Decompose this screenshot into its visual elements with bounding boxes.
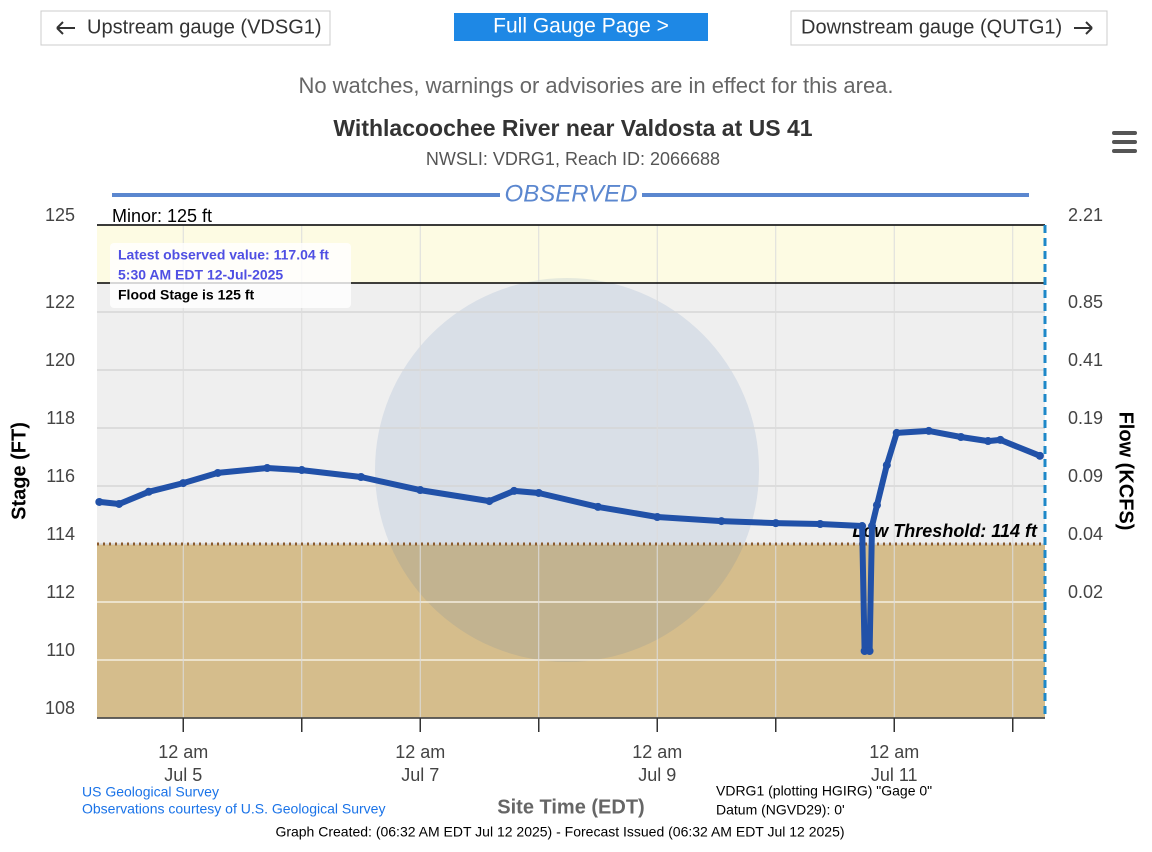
series-point bbox=[144, 487, 153, 496]
credit-link[interactable]: Observations courtesy of U.S. Geological… bbox=[82, 801, 385, 817]
y2-tick-label: 0.41 bbox=[1068, 350, 1103, 370]
series-point bbox=[984, 437, 993, 446]
y-tick-label: 125 bbox=[45, 205, 75, 225]
alert: No watches, warnings or advisories are i… bbox=[298, 73, 893, 98]
low-area bbox=[97, 544, 1045, 718]
threshold-label: Low Threshold: 114 ft bbox=[852, 521, 1038, 541]
y-axis-title: Stage (FT) bbox=[8, 422, 30, 520]
credit-link[interactable]: US Geological Survey bbox=[82, 784, 219, 800]
tooltip-line: Latest observed value: 117.04 ft bbox=[118, 247, 329, 263]
downstream-button[interactable] bbox=[790, 10, 1108, 46]
upstream-button[interactable] bbox=[40, 10, 331, 46]
series-point bbox=[485, 497, 494, 506]
datum-note: Datum (NGVD29): 0' bbox=[716, 802, 845, 818]
tooltip-line: 5:30 AM EDT 12-Jul-2025 bbox=[118, 267, 283, 283]
series-point bbox=[653, 513, 662, 522]
series-point bbox=[858, 522, 867, 531]
arrow-left bbox=[56, 21, 75, 35]
series-point bbox=[95, 497, 104, 506]
series-point bbox=[892, 428, 901, 437]
tooltip-line: Flood Stage is 125 ft bbox=[118, 287, 254, 303]
series-point bbox=[872, 501, 881, 510]
arrow-right bbox=[1074, 21, 1093, 35]
series-point bbox=[882, 461, 891, 470]
series-point bbox=[1035, 451, 1044, 460]
upstream-link[interactable]: Upstream gauge (VDSG1) bbox=[87, 16, 322, 38]
datum-note: VDRG1 (plotting HGIRG) "Gage 0" bbox=[716, 783, 932, 799]
series-point bbox=[593, 502, 602, 511]
y2-tick-label: 2.21 bbox=[1068, 205, 1103, 225]
menu-icon[interactable] bbox=[1112, 131, 1137, 153]
x-tick-label: Jul 5 bbox=[164, 765, 202, 785]
series-point bbox=[179, 479, 188, 488]
x-tick-label: 12 am bbox=[869, 742, 919, 762]
series-point bbox=[717, 517, 726, 526]
tooltip-box bbox=[110, 243, 351, 308]
watermark bbox=[375, 278, 759, 662]
x-axis-title: Site Time (EDT) bbox=[497, 796, 644, 818]
created-note: Graph Created: (06:32 AM EDT Jul 12 2025… bbox=[275, 824, 844, 840]
y2-tick-label: 0.09 bbox=[1068, 466, 1103, 486]
y2-tick-label: 0.85 bbox=[1068, 292, 1103, 312]
x-tick-label: 12 am bbox=[395, 742, 445, 762]
x-tick-label: 12 am bbox=[158, 742, 208, 762]
chart-subtitle: NWSLI: VDRG1, Reach ID: 2066688 bbox=[426, 149, 720, 169]
series-point bbox=[510, 486, 519, 495]
y-tick-label: 108 bbox=[45, 698, 75, 718]
series-point bbox=[865, 647, 874, 656]
y2-tick-label: 0.19 bbox=[1068, 408, 1103, 428]
series-point bbox=[868, 522, 877, 531]
y2-axis-title: Flow (KCFS) bbox=[1115, 412, 1137, 531]
series-point bbox=[996, 435, 1005, 444]
plot: 108 110 112 114 116 118 120 122 125 12 am Jul 5 12 … bbox=[45, 180, 1103, 784]
series-point bbox=[263, 464, 272, 473]
x-tick-label: Jul 11 bbox=[871, 765, 918, 785]
y2-tick-label: 0.02 bbox=[1068, 582, 1103, 602]
downstream-link[interactable]: Downstream gauge (QUTG1) bbox=[801, 16, 1062, 38]
y-tick-label: 122 bbox=[45, 292, 75, 312]
y-tick-label: 120 bbox=[45, 350, 75, 370]
y-tick-label: 110 bbox=[46, 640, 75, 660]
full-gauge-button[interactable] bbox=[454, 13, 708, 41]
series-point bbox=[771, 519, 780, 528]
banner-label: OBSERVED bbox=[505, 180, 638, 207]
x-tick-label: Jul 9 bbox=[638, 765, 676, 785]
series-point bbox=[213, 468, 222, 477]
series-point bbox=[297, 466, 306, 475]
y2-tick-label: 0.04 bbox=[1068, 524, 1103, 544]
y-tick-label: 112 bbox=[46, 582, 75, 602]
y-tick-label: 116 bbox=[46, 466, 75, 486]
x-tick-label: 12 am bbox=[632, 742, 682, 762]
series-point bbox=[115, 499, 124, 508]
series-point bbox=[816, 519, 825, 528]
series-point bbox=[534, 488, 543, 497]
series-point bbox=[924, 426, 933, 435]
series-point bbox=[956, 432, 965, 441]
full-gauge-link[interactable]: Full Gauge Page > bbox=[493, 15, 669, 38]
series-point bbox=[416, 486, 425, 495]
y-tick-label: 118 bbox=[46, 408, 75, 428]
threshold-label: Minor: 125 ft bbox=[112, 206, 212, 226]
chart-title: Withlacoochee River near Valdosta at US … bbox=[333, 115, 812, 141]
series-point bbox=[356, 473, 365, 482]
y-tick-label: 114 bbox=[46, 524, 75, 544]
x-tick-label: Jul 7 bbox=[401, 765, 439, 785]
